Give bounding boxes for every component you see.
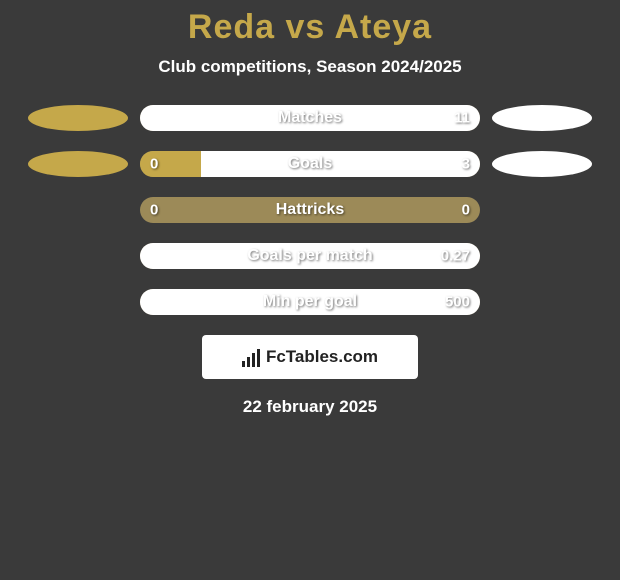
oval-spacer [28,197,128,223]
oval-spacer [492,289,592,315]
stat-row: 00Hattricks [0,197,620,223]
team-left-oval [28,105,128,131]
stat-bar: 03Goals [140,151,480,177]
stat-bar: 11Matches [140,105,480,131]
oval-spacer [28,289,128,315]
stat-label: Goals per match [140,247,480,265]
oval-spacer [492,197,592,223]
page-title: Reda vs Ateya [0,8,620,47]
stat-bar: 500Min per goal [140,289,480,315]
page-subtitle: Club competitions, Season 2024/2025 [0,57,620,77]
oval-spacer [492,243,592,269]
team-right-oval [492,105,592,131]
team-right-oval [492,151,592,177]
stat-label: Hattricks [140,201,480,219]
stat-row: 500Min per goal [0,289,620,315]
stat-row: 0.27Goals per match [0,243,620,269]
stat-row: 11Matches [0,105,620,131]
stat-bar: 0.27Goals per match [140,243,480,269]
stat-bar: 00Hattricks [140,197,480,223]
stat-row: 03Goals [0,151,620,177]
stat-label: Matches [140,109,480,127]
stat-label: Goals [140,155,480,173]
brand-text: FcTables.com [266,347,378,367]
chart-icon [242,347,260,367]
team-left-oval [28,151,128,177]
brand-badge: FcTables.com [202,335,418,379]
oval-spacer [28,243,128,269]
date-text: 22 february 2025 [0,397,620,417]
stat-label: Min per goal [140,293,480,311]
